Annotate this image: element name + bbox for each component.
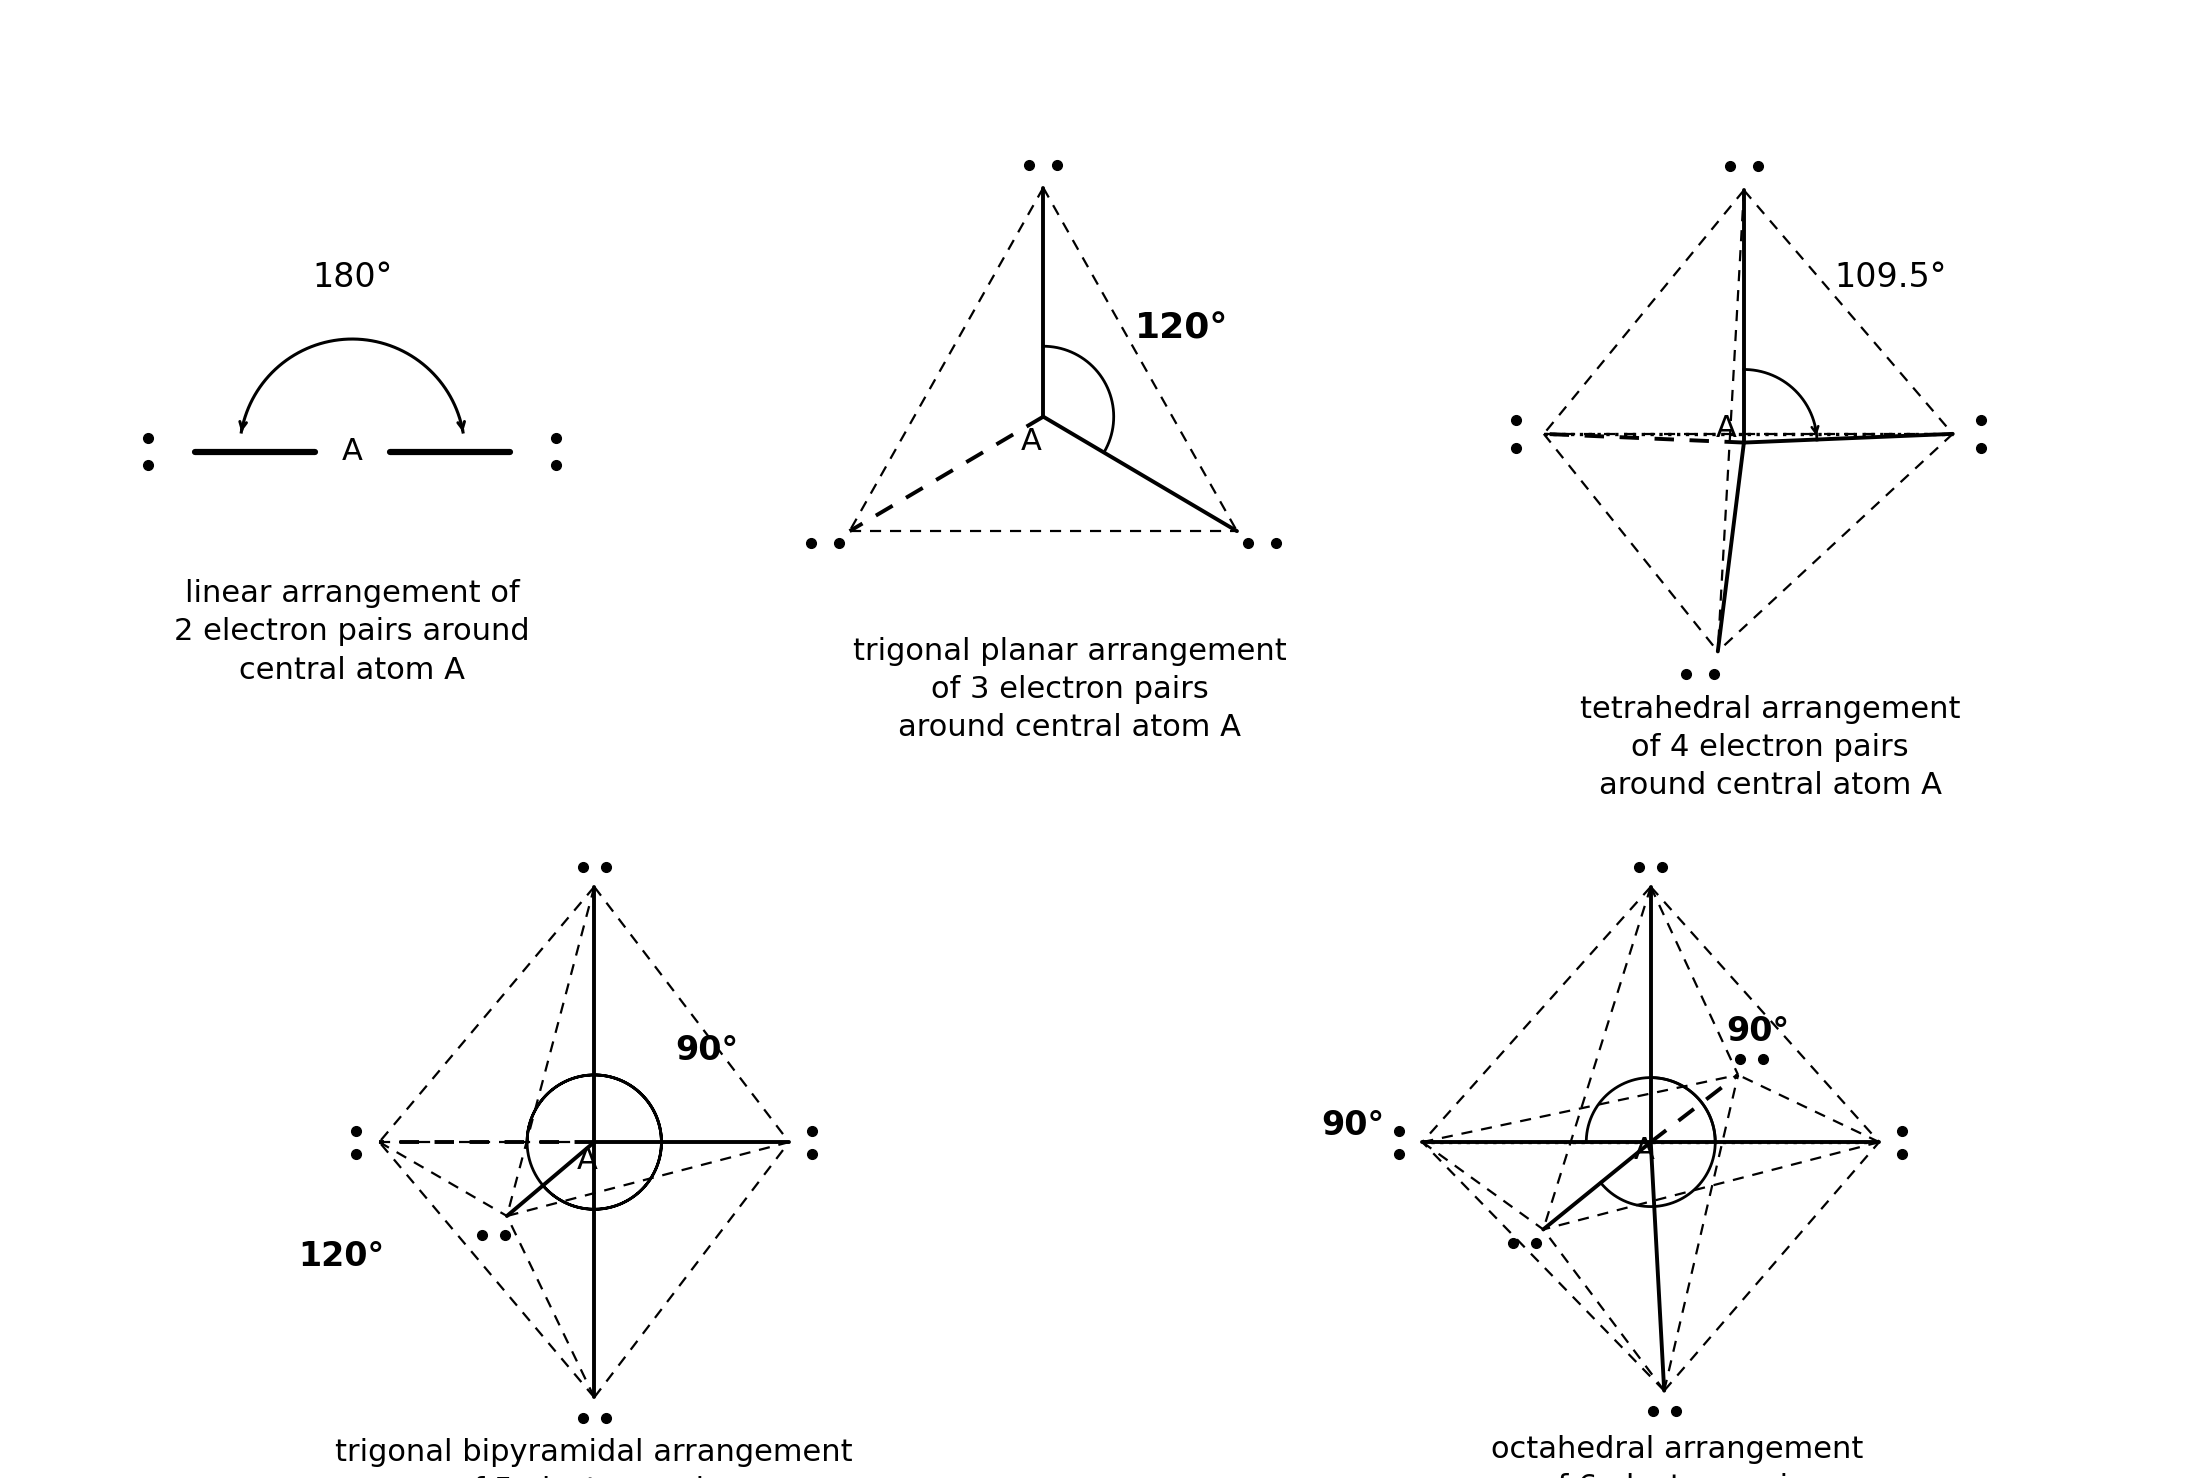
Text: tetrahedral arrangement
of 4 electron pairs
around central atom A: tetrahedral arrangement of 4 electron pa… [1580,695,1961,800]
Text: A: A [577,1147,599,1175]
Text: A: A [1021,427,1041,455]
Text: 90°: 90° [1321,1110,1384,1142]
Text: 120°: 120° [299,1240,385,1273]
Text: A: A [341,437,363,466]
Text: 90°: 90° [1726,1015,1789,1048]
Text: trigonal planar arrangement
of 3 electron pairs
around central atom A: trigonal planar arrangement of 3 electro… [852,637,1288,742]
Text: octahedral arrangement
of 6 electron pairs
around central atom A: octahedral arrangement of 6 electron pai… [1492,1435,1864,1478]
Text: 120°: 120° [1136,312,1228,346]
Text: 109.5°: 109.5° [1833,260,1946,294]
Text: A: A [1717,414,1737,443]
Text: 90°: 90° [676,1035,737,1067]
Text: 180°: 180° [313,262,392,294]
Text: linear arrangement of
2 electron pairs around
central atom A: linear arrangement of 2 electron pairs a… [174,579,530,684]
Text: A: A [1633,1135,1655,1165]
Text: trigonal bipyramidal arrangement
of 5 electron pairs
around central atom A: trigonal bipyramidal arrangement of 5 el… [335,1438,854,1478]
